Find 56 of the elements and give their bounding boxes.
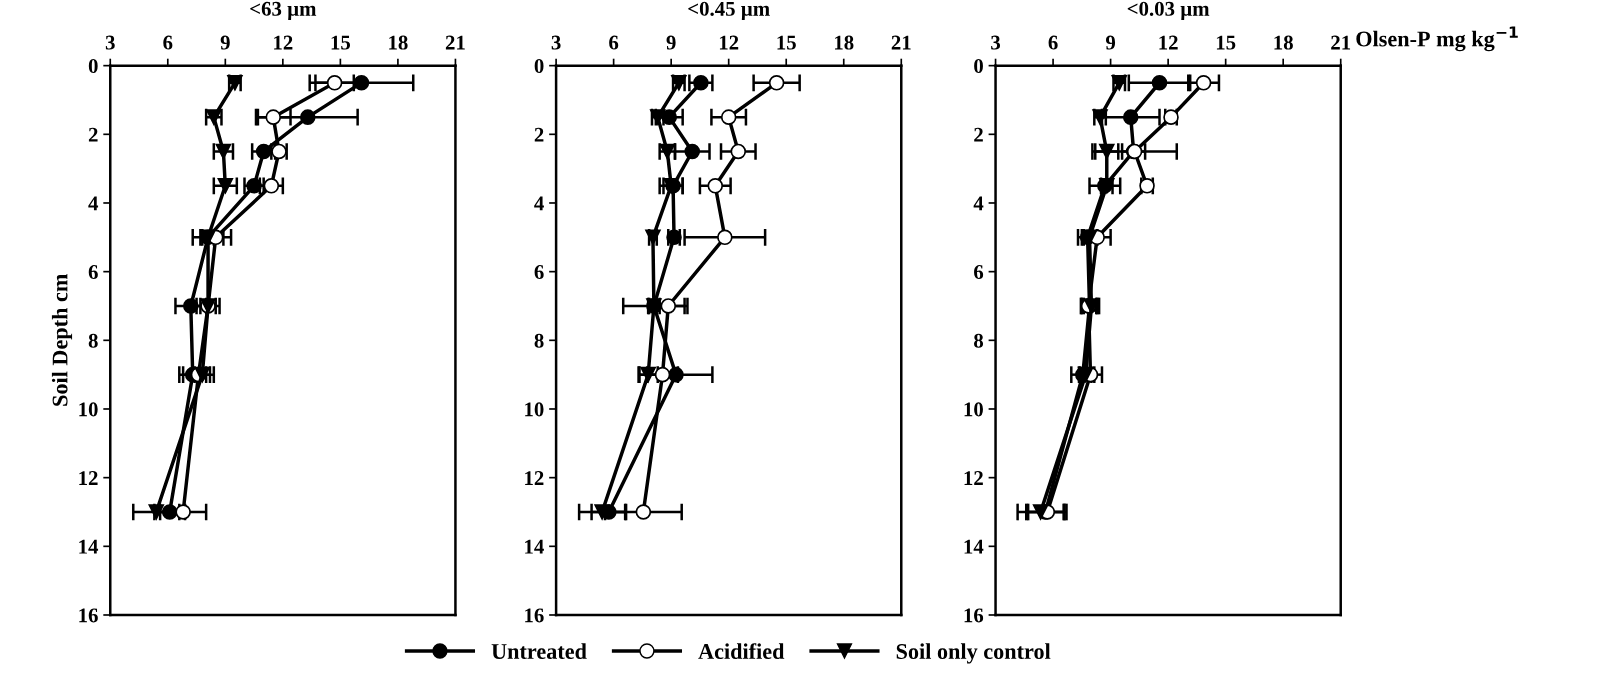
y-tick-label: 8 bbox=[88, 333, 98, 348]
y-tick-label: 8 bbox=[974, 333, 984, 348]
y-tick-label: 16 bbox=[964, 608, 984, 623]
y-tick-label: 4 bbox=[534, 196, 544, 211]
y-axis-title: Soil Depth cm bbox=[51, 274, 73, 406]
x-tick-label: 3 bbox=[105, 35, 115, 50]
legend-label: Acidified bbox=[698, 643, 785, 659]
x-tick-label: 18 bbox=[389, 35, 408, 50]
y-tick-label: 2 bbox=[534, 127, 544, 142]
y-tick-label: 10 bbox=[79, 402, 98, 417]
y-tick-label: 4 bbox=[973, 196, 984, 211]
y-tick-label: 0 bbox=[88, 59, 98, 74]
chart-title: <63 µm bbox=[250, 1, 317, 21]
y-tick-label: 0 bbox=[974, 59, 983, 74]
y-tick-label: 14 bbox=[964, 539, 984, 554]
y-tick-label: 12 bbox=[525, 471, 544, 485]
x-tick-label: 15 bbox=[1216, 35, 1236, 50]
y-tick-label: 12 bbox=[79, 471, 98, 485]
y-tick-label: 16 bbox=[525, 608, 544, 623]
x-axis-title: Olsen-P mg kg$^{−1}$ bbox=[1356, 26, 1518, 52]
x-tick-label: 6 bbox=[1048, 35, 1058, 50]
x-tick-label: 9 bbox=[220, 35, 230, 50]
x-tick-label: 18 bbox=[1274, 35, 1293, 50]
x-tick-label: 15 bbox=[777, 35, 796, 50]
y-tick-label: 6 bbox=[974, 265, 984, 280]
y-tick-label: 0 bbox=[534, 59, 544, 74]
x-tick-label: 6 bbox=[609, 35, 619, 50]
chart-title: <0.45 µm bbox=[688, 1, 770, 21]
chart-title: <0.03 µm bbox=[1127, 1, 1210, 21]
x-tick-label: 12 bbox=[719, 35, 739, 50]
y-tick-label: 10 bbox=[964, 402, 983, 417]
y-tick-label: 12 bbox=[964, 471, 983, 485]
x-tick-label: 6 bbox=[163, 35, 173, 50]
y-tick-label: 2 bbox=[88, 127, 98, 142]
legend-label: Soil only control bbox=[896, 643, 1051, 664]
y-tick-label: 14 bbox=[525, 539, 544, 554]
x-tick-label: 3 bbox=[991, 35, 1001, 50]
x-tick-label: 21 bbox=[445, 35, 465, 50]
x-tick-label: 12 bbox=[274, 35, 293, 50]
y-tick-label: 2 bbox=[974, 127, 983, 142]
x-tick-label: 12 bbox=[1159, 35, 1178, 50]
x-tick-label: 9 bbox=[1105, 35, 1116, 50]
y-tick-label: 6 bbox=[88, 265, 98, 280]
x-tick-label: 21 bbox=[891, 35, 911, 50]
y-tick-label: 8 bbox=[534, 333, 544, 348]
x-tick-label: 21 bbox=[1331, 35, 1351, 50]
y-tick-label: 4 bbox=[88, 196, 99, 211]
x-tick-label: 9 bbox=[666, 35, 676, 50]
x-tick-label: 15 bbox=[331, 35, 351, 50]
y-tick-label: 10 bbox=[525, 402, 544, 417]
y-tick-label: 16 bbox=[79, 608, 98, 623]
x-tick-label: 3 bbox=[551, 35, 561, 50]
y-tick-label: 14 bbox=[79, 539, 99, 554]
legend-label: Untreated bbox=[491, 643, 587, 659]
x-tick-label: 18 bbox=[835, 35, 854, 50]
y-tick-label: 6 bbox=[534, 265, 544, 280]
